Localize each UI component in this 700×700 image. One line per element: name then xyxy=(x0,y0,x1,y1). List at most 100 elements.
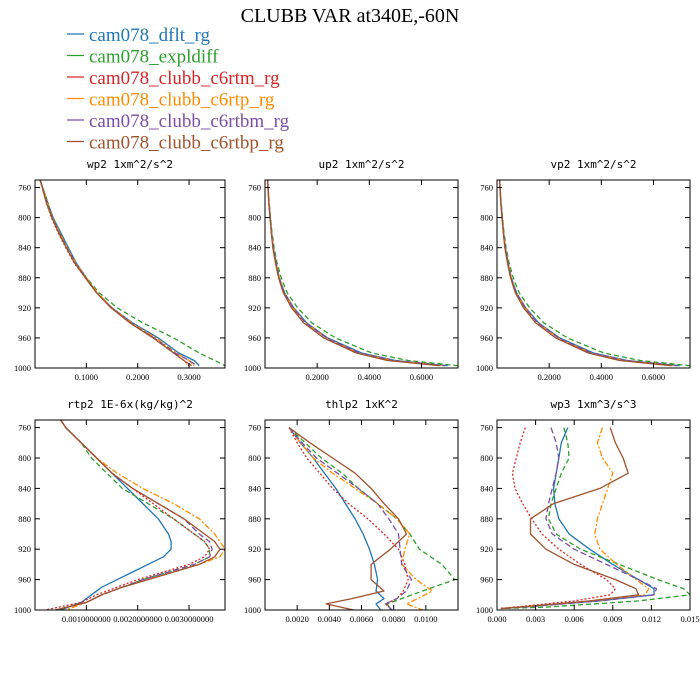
series-group xyxy=(498,180,690,367)
panel-title: wp3 1xm^3/s^3 xyxy=(550,398,636,411)
plot-frame xyxy=(264,419,459,611)
x-tick-label: 0.000 xyxy=(487,614,506,624)
x-tick-label: 0.3000 xyxy=(177,372,200,382)
series-line-2 xyxy=(498,180,690,367)
x-tick-label: 0.0060 xyxy=(350,614,373,624)
panel-title: rtp2 1E-6x(kg/kg)^2 xyxy=(67,398,193,411)
panel-2: up2 1xm^2/s^2 760 800 840 880 920 960 1000 0.200… xyxy=(244,158,459,382)
y-tick-label: 840 xyxy=(18,483,31,493)
y-tick-label: 1000 xyxy=(14,363,31,373)
series-line-3 xyxy=(39,180,190,367)
y-tick-label: 1000 xyxy=(476,363,493,373)
plot-frame xyxy=(496,179,691,369)
y-tick-label: 880 xyxy=(18,514,31,524)
y-tick-label: 960 xyxy=(18,333,31,343)
x-tick-label: 0.0020 xyxy=(285,614,308,624)
y-tick-label: 760 xyxy=(480,423,493,433)
series-line-1 xyxy=(266,180,448,367)
y-tick-label: 880 xyxy=(18,273,31,283)
legend-label: cam078_clubb_c6rtbp_rg xyxy=(89,133,284,154)
legend-label: cam078_expldiff xyxy=(89,47,219,68)
x-tick-label: 0.4000 xyxy=(358,372,381,382)
x-tick-label: 0.0100 xyxy=(414,614,437,624)
x-tick-label: 0.1000 xyxy=(75,372,98,382)
y-tick-label: 840 xyxy=(248,243,261,253)
plot-frame xyxy=(34,179,226,369)
y-tick-label: 800 xyxy=(248,453,261,463)
y-tick-label: 960 xyxy=(480,333,493,343)
x-tick-label: 0.0080 xyxy=(382,614,405,624)
x-tick-label: 0.0020000000 xyxy=(113,614,162,624)
series-group xyxy=(288,427,456,610)
series-line-5 xyxy=(500,427,658,610)
series-line-6 xyxy=(266,180,440,367)
x-tick-label: 0.4000 xyxy=(590,372,613,382)
panel-3: vp2 1xm^2/s^2 760 800 840 880 920 960 1000 0.200… xyxy=(476,158,691,382)
panel-title: thlp2 1xK^2 xyxy=(325,398,398,411)
panel-1: wp2 1xm^2/s^2 760 800 840 880 920 960 1000 0.100… xyxy=(14,158,226,382)
legend-label: cam078_clubb_c6rtbm_rg xyxy=(89,111,290,132)
y-tick-label: 800 xyxy=(18,453,31,463)
y-tick-label: 880 xyxy=(248,514,261,524)
y-tick-label: 920 xyxy=(248,544,261,554)
series-line-2 xyxy=(288,427,456,610)
x-tick-label: 0.0030000000 xyxy=(165,614,214,624)
y-tick-label: 880 xyxy=(480,514,493,524)
series-line-3 xyxy=(266,180,446,367)
series-line-6 xyxy=(55,420,221,610)
legend-label: cam078_clubb_c6rtm_rg xyxy=(89,68,280,89)
x-tick-label: 0.009 xyxy=(603,614,622,624)
series-group xyxy=(266,180,458,367)
y-tick-label: 920 xyxy=(18,303,31,313)
series-line-1 xyxy=(288,427,385,610)
series-line-5 xyxy=(266,180,446,367)
y-tick-label: 880 xyxy=(248,273,261,283)
y-tick-label: 840 xyxy=(480,243,493,253)
series-line-5 xyxy=(498,180,678,367)
panel-6: wp3 1xm^3/s^3 760 800 840 880 920 960 10000.000… xyxy=(476,398,700,624)
series-line-2 xyxy=(266,180,458,367)
series-line-5 xyxy=(39,180,198,367)
series-line-2 xyxy=(39,180,225,367)
x-tick-label: 0.0040 xyxy=(318,614,341,624)
y-tick-label: 800 xyxy=(480,453,493,463)
y-tick-label: 760 xyxy=(18,183,31,193)
series-line-4 xyxy=(266,180,446,367)
y-tick-label: 960 xyxy=(248,575,261,585)
x-tick-label: 0.0010000000 xyxy=(62,614,111,624)
series-group xyxy=(45,420,225,610)
series-line-6 xyxy=(500,427,640,610)
series-line-5 xyxy=(55,420,213,610)
series-line-3 xyxy=(288,427,409,610)
series-line-5 xyxy=(288,427,413,610)
x-tick-label: 0.006 xyxy=(565,614,584,624)
y-tick-label: 800 xyxy=(18,213,31,223)
series-line-3 xyxy=(45,420,211,610)
y-tick-label: 760 xyxy=(248,183,261,193)
x-tick-label: 0.015 xyxy=(680,614,699,624)
y-tick-label: 840 xyxy=(480,483,493,493)
x-tick-label: 0.003 xyxy=(526,614,545,624)
y-tick-label: 920 xyxy=(480,544,493,554)
series-line-1 xyxy=(498,180,680,367)
y-tick-label: 760 xyxy=(480,183,493,193)
plot-frame xyxy=(34,419,226,611)
series-line-3 xyxy=(498,180,678,367)
series-line-4 xyxy=(498,180,678,367)
series-group xyxy=(39,180,225,367)
y-tick-label: 920 xyxy=(480,303,493,313)
series-line-4 xyxy=(288,427,433,610)
series-line-4 xyxy=(39,180,195,367)
plot-frame xyxy=(496,419,691,611)
x-tick-label: 0.2000 xyxy=(126,372,149,382)
x-tick-label: 0.2000 xyxy=(305,372,328,382)
legend-label: cam078_clubb_c6rtp_rg xyxy=(89,90,275,111)
y-tick-label: 760 xyxy=(18,423,31,433)
series-line-4 xyxy=(500,427,650,610)
x-tick-label: 0.6000 xyxy=(410,372,433,382)
panel-5: thlp2 1xK^2 760 800 840 880 920 960 1000 0.0020 0… xyxy=(244,398,459,624)
x-tick-label: 0.012 xyxy=(642,614,661,624)
figure-title: CLUBB VAR at340E,-60N xyxy=(241,5,460,27)
panel-title: wp2 1xm^2/s^2 xyxy=(87,158,173,171)
y-tick-label: 1000 xyxy=(244,363,261,373)
